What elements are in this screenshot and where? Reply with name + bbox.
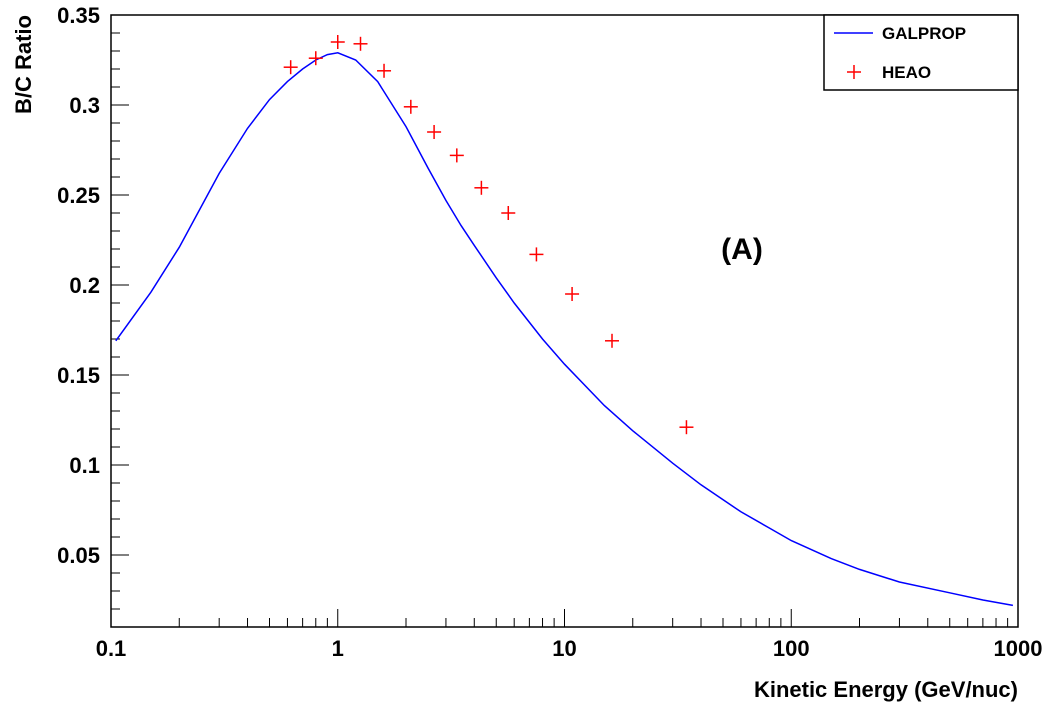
heao-point [427, 125, 442, 139]
x-tick-labels: 0.1 1 10 100 1000 [96, 636, 1043, 661]
y-tick-label: 0.1 [69, 453, 100, 478]
annotation-label: (A) [721, 233, 763, 266]
y-axis-title: B/C Ratio [11, 15, 36, 114]
legend-label-galprop: GALPROP [882, 24, 966, 43]
heao-point [283, 60, 298, 75]
y-tick-label: 0.15 [57, 363, 100, 388]
x-tick-label: 10 [552, 636, 576, 661]
heao-point [308, 51, 323, 66]
heao-point [605, 333, 620, 348]
legend: GALPROP HEAO [823, 14, 1019, 91]
x-tick-label: 100 [773, 636, 810, 661]
axis-ticks [110, 32, 1019, 628]
heao-point [679, 420, 694, 435]
galprop-line [115, 52, 1014, 607]
y-tick-label: 0.2 [69, 273, 100, 298]
heao-point [330, 35, 345, 49]
heao-point [474, 180, 489, 195]
x-axis-title: Kinetic Energy (GeV/nuc) [754, 677, 1018, 702]
x-tick-label: 1000 [994, 636, 1043, 661]
y-tick-label: 0.35 [57, 3, 100, 28]
y-tick-labels: 0.05 0.1 0.15 0.2 0.25 0.3 0.35 [57, 3, 100, 568]
heao-point [449, 148, 464, 163]
x-tick-label: 0.1 [96, 636, 127, 661]
y-tick-label: 0.25 [57, 183, 100, 208]
heao-point [529, 247, 544, 262]
legend-swatch-heao [847, 65, 861, 79]
plot-frame [110, 14, 1019, 628]
y-tick-label: 0.05 [57, 543, 100, 568]
legend-box [823, 14, 1019, 91]
heao-point [403, 99, 418, 114]
legend-label-heao: HEAO [882, 63, 931, 82]
series-layer [115, 35, 1014, 607]
y-tick-label: 0.3 [69, 93, 100, 118]
heao-point [501, 206, 516, 220]
heao-point [565, 287, 580, 301]
heao-point [353, 36, 368, 51]
x-tick-label: 1 [332, 636, 344, 661]
heao-point [377, 63, 392, 78]
